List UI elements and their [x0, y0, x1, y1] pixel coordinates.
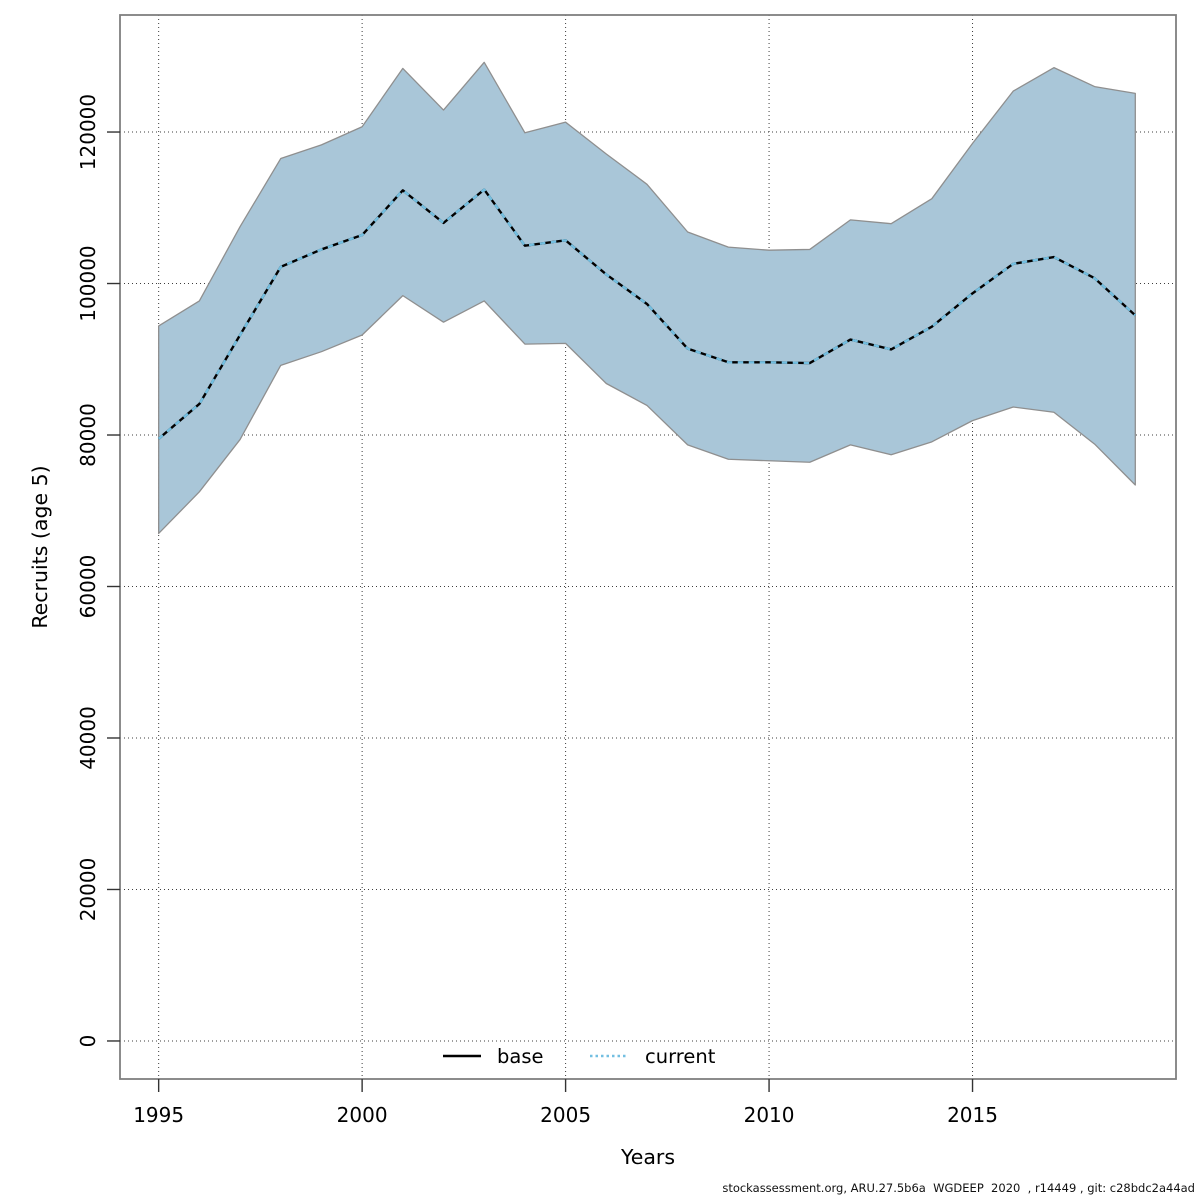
- y-tick-label: 40000: [76, 706, 100, 770]
- x-tick-label: 1995: [133, 1103, 184, 1127]
- legend-base-label: base: [497, 1045, 543, 1068]
- x-tick-label: 2015: [947, 1103, 998, 1127]
- x-axis-title: Years: [620, 1145, 675, 1169]
- y-tick-label: 20000: [76, 858, 100, 922]
- y-tick-label: 120000: [76, 94, 100, 170]
- x-tick-label: 2005: [540, 1103, 591, 1127]
- plot-border: [119, 14, 1177, 1080]
- x-tick-label: 2000: [337, 1103, 388, 1127]
- legend-current-label: current: [645, 1045, 716, 1068]
- x-tick-label: 2010: [744, 1103, 795, 1127]
- y-axis-title: Recruits (age 5): [28, 465, 52, 628]
- footer-citation: stockassessment.org, ARU.27.5b6a WGDEEP …: [722, 1181, 1195, 1195]
- confidence-band: [158, 61, 1136, 535]
- y-tick-label: 0: [76, 1035, 100, 1048]
- y-tick-label: 100000: [76, 245, 100, 321]
- y-tick-label: 60000: [76, 555, 100, 619]
- current-line: [157, 188, 1137, 440]
- y-tick-label: 80000: [76, 403, 100, 467]
